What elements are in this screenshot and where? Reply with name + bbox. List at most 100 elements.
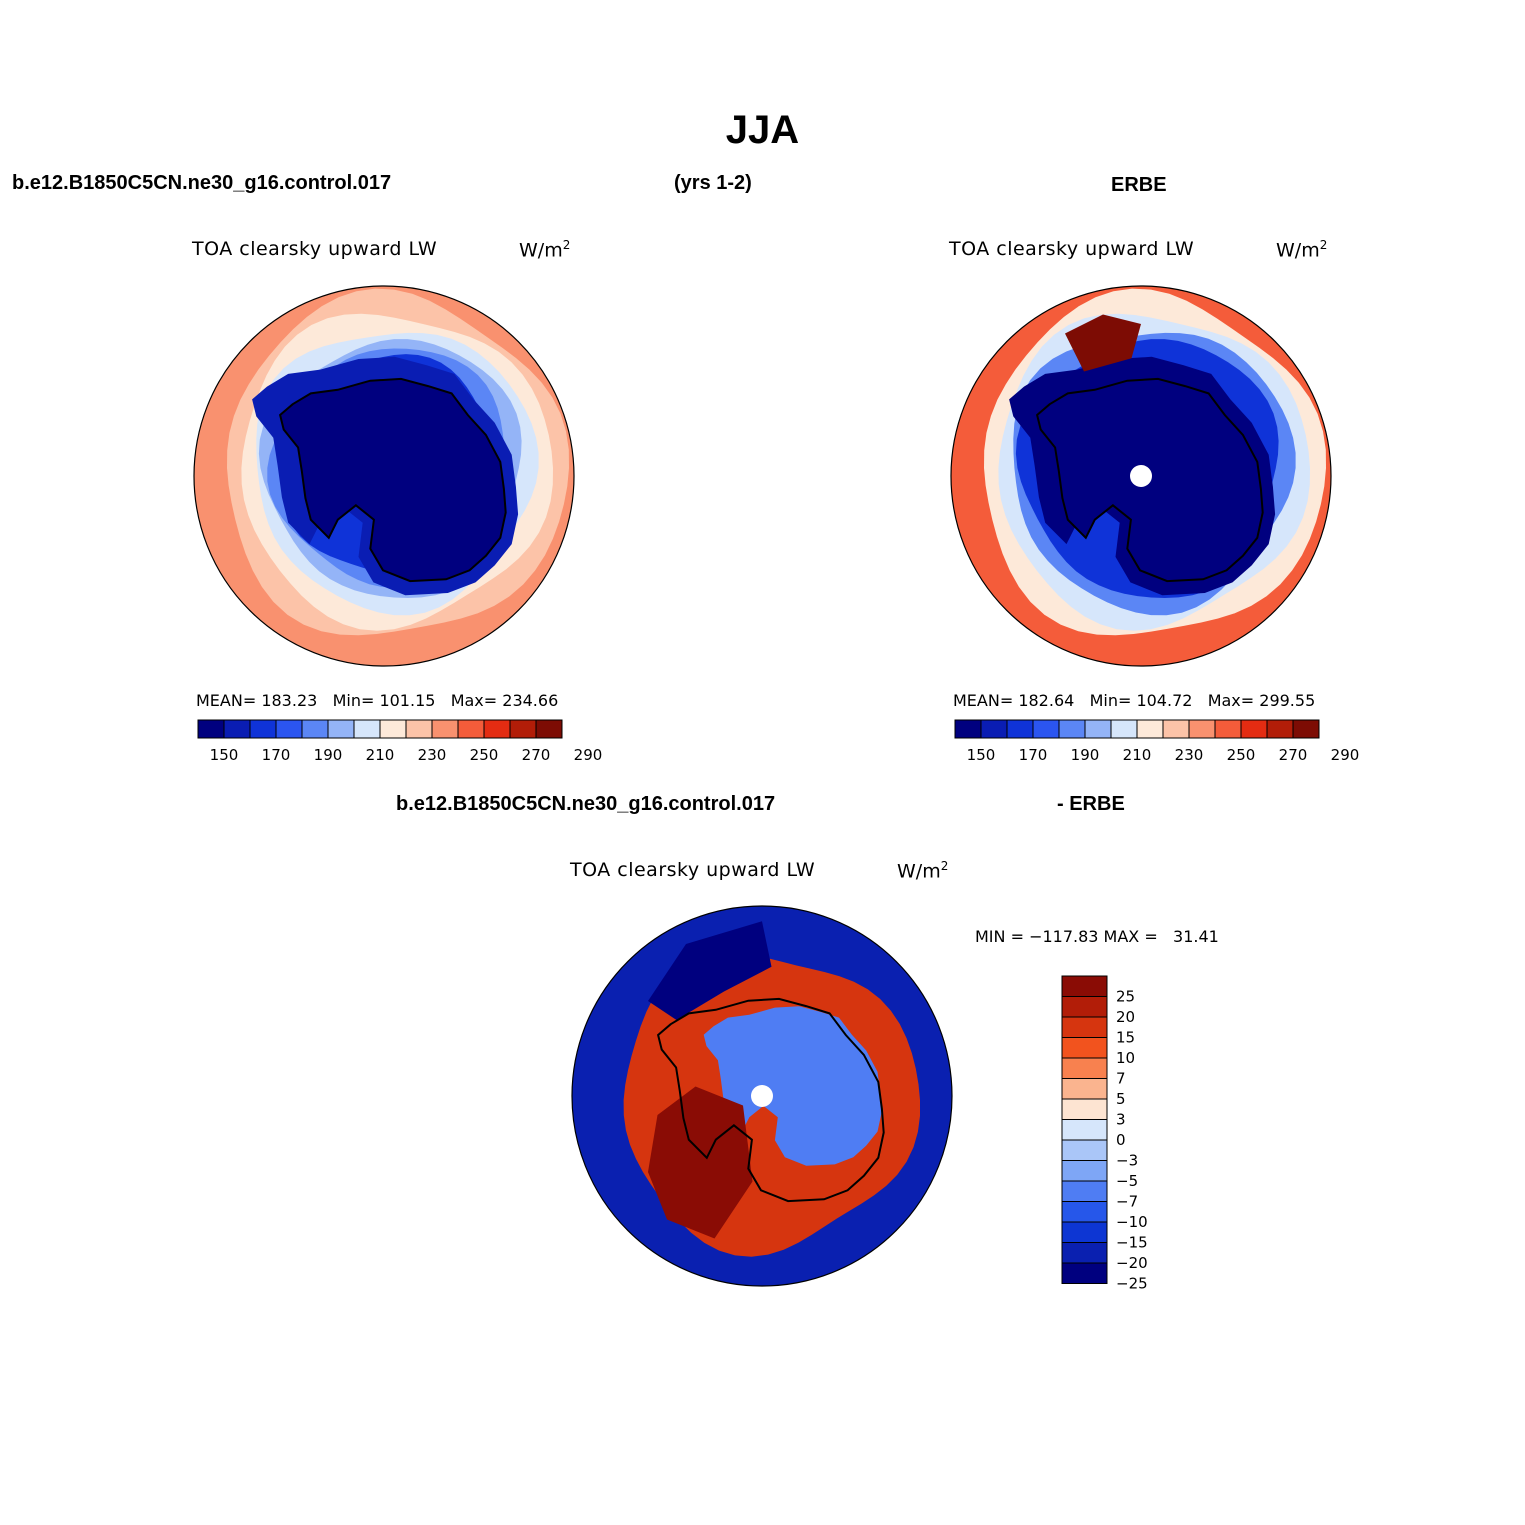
obs-colorbar-swatch — [1214, 719, 1242, 739]
obs-colorbar-swatch — [1240, 719, 1268, 739]
model-colorbar-label: 250 — [470, 746, 499, 764]
diff-interior-negative — [703, 1006, 882, 1166]
model-colorbar-swatch — [275, 719, 303, 739]
model-colorbar-label: 170 — [262, 746, 291, 764]
obs-pole-missing — [1130, 465, 1152, 487]
model-colorbar-swatch — [405, 719, 433, 739]
diff-colorbar-swatch — [1061, 1160, 1108, 1182]
diff-colorbar-swatch — [1061, 996, 1108, 1018]
diff-colorbar-label: −15 — [1116, 1234, 1148, 1252]
obs-polar-map — [950, 285, 1332, 667]
obs-colorbar-swatch — [1032, 719, 1060, 739]
model-colorbar-swatch — [535, 719, 563, 739]
diff-case-label: b.e12.B1850C5CN.ne30_g16.control.017 — [396, 793, 776, 815]
obs-colorbar-swatch — [980, 719, 1008, 739]
diff-coastline — [656, 997, 885, 1203]
model-colorbar-label: 150 — [210, 746, 239, 764]
diff-polar-map — [571, 905, 953, 1287]
obs-colorbar-swatch — [1266, 719, 1294, 739]
model-map-border — [193, 285, 575, 667]
diff-colorbar-swatch — [1061, 1221, 1108, 1243]
diff-colorbar-label: −3 — [1116, 1152, 1138, 1170]
model-polar-map — [193, 285, 575, 667]
diff-colorbar-label: 3 — [1116, 1111, 1126, 1129]
obs-colorbar-label: 190 — [1071, 746, 1100, 764]
diff-map-border — [571, 905, 953, 1287]
obs-colorbar-label: 170 — [1019, 746, 1048, 764]
obs-colorbar-label: 230 — [1175, 746, 1204, 764]
model-colorbar-swatch — [249, 719, 277, 739]
obs-colorbar-swatch — [1136, 719, 1164, 739]
obs-colorbar-label: 210 — [1123, 746, 1152, 764]
diff-colorbar-label: −25 — [1116, 1275, 1148, 1293]
model-colorbar-swatch — [379, 719, 407, 739]
diff-colorbar-swatch — [1061, 1262, 1108, 1284]
obs-stats: MEAN= 182.64 Min= 104.72 Max= 299.55 — [953, 691, 1316, 710]
obs-map-border — [950, 285, 1332, 667]
diff-colorbar-label: 0 — [1116, 1131, 1126, 1149]
model-colorbar-label: 270 — [522, 746, 551, 764]
diff-colorbar-swatch — [1061, 1242, 1108, 1264]
model-colorbar-swatch — [483, 719, 511, 739]
obs-variable-label: TOA clearsky upward LW — [949, 238, 1195, 260]
model-units-label: W/m2 — [519, 238, 571, 262]
model-colorbar-label: 230 — [418, 746, 447, 764]
obs-colorbar-label: 150 — [967, 746, 996, 764]
diff-colorbar-label: −7 — [1116, 1193, 1138, 1211]
obs-units-label: W/m2 — [1276, 238, 1328, 262]
model-colorbar-swatch — [223, 719, 251, 739]
model-colorbar-swatch — [509, 719, 537, 739]
obs-colorbar-label: 290 — [1331, 746, 1360, 764]
diff-strong-positive — [648, 1086, 753, 1239]
years-label: (yrs 1-2) — [674, 172, 752, 194]
model-colorbar-swatch — [353, 719, 381, 739]
obs-colorbar-swatch — [1162, 719, 1190, 739]
model-colorbar-label: 210 — [366, 746, 395, 764]
obs-name-label: ERBE — [1111, 174, 1167, 196]
diff-minmax: MIN = −117.83 MAX = 31.41 — [975, 927, 1219, 946]
model-colorbar-swatch — [197, 719, 225, 739]
diff-colorbar-label: 10 — [1116, 1049, 1135, 1067]
diff-colorbar-swatch — [1061, 975, 1108, 997]
diff-colorbar-label: 5 — [1116, 1090, 1126, 1108]
diff-colorbar-label: −10 — [1116, 1213, 1148, 1231]
diff-colorbar-label: 7 — [1116, 1070, 1126, 1088]
diff-colorbar-swatch — [1061, 1139, 1108, 1161]
main-title: JJA — [725, 108, 800, 152]
obs-colorbar-swatch — [1006, 719, 1034, 739]
diff-colorbar-swatch — [1061, 1098, 1108, 1120]
case-name-label: b.e12.B1850C5CN.ne30_g16.control.017 — [12, 172, 392, 194]
diff-colorbar-swatch — [1061, 1057, 1108, 1079]
obs-coastline — [1035, 377, 1264, 583]
obs-warm-patch — [1065, 314, 1141, 372]
model-colorbar-swatch — [431, 719, 459, 739]
obs-colorbar-label: 250 — [1227, 746, 1256, 764]
model-colorbar-label: 290 — [574, 746, 603, 764]
model-ice-field — [280, 378, 506, 582]
model-colorbar-swatch — [301, 719, 329, 739]
diff-units-label: W/m2 — [897, 859, 949, 883]
obs-colorbar-swatch — [1188, 719, 1216, 739]
obs-colorbar-swatch — [1110, 719, 1138, 739]
model-colorbar-swatch — [457, 719, 485, 739]
obs-colorbar-swatch — [1292, 719, 1320, 739]
obs-colorbar-label: 270 — [1279, 746, 1308, 764]
diff-colorbar-label: 20 — [1116, 1008, 1135, 1026]
diff-suffix-label: - ERBE — [1057, 793, 1125, 815]
diff-colorbar-swatch — [1061, 1016, 1108, 1038]
model-colorbar-label: 190 — [314, 746, 343, 764]
diff-colorbar-swatch — [1061, 1180, 1108, 1202]
diff-colorbar-label: −5 — [1116, 1172, 1138, 1190]
diff-colorbar-label: 15 — [1116, 1029, 1135, 1047]
obs-colorbar-swatch — [1084, 719, 1112, 739]
diff-pole-missing — [751, 1085, 773, 1107]
diff-colorbar-swatch — [1061, 1037, 1108, 1059]
diff-colorbar-swatch — [1061, 1078, 1108, 1100]
obs-colorbar: 150 170 190 210 230 250 270 290 — [954, 719, 1359, 764]
model-coastline — [278, 377, 507, 583]
obs-colorbar-swatch — [1058, 719, 1086, 739]
diff-colorbar-label: −20 — [1116, 1254, 1148, 1272]
model-colorbar: 150 170 190 210 230 250 270 290 — [197, 719, 602, 764]
diff-colorbar-swatch — [1061, 1201, 1108, 1223]
diff-variable-label: TOA clearsky upward LW — [570, 859, 816, 881]
